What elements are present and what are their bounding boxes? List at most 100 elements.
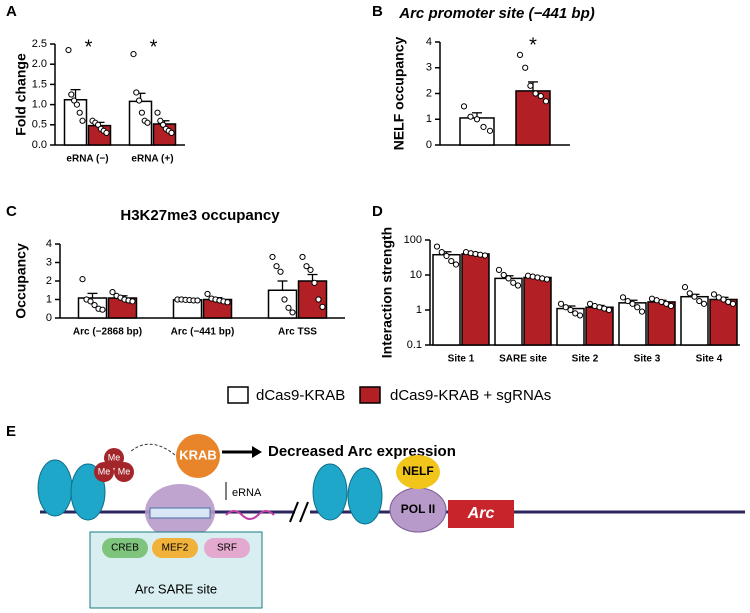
data-point <box>473 116 481 123</box>
data-point <box>634 304 641 311</box>
significance: * <box>85 36 93 58</box>
data-point <box>619 294 627 301</box>
data-point <box>168 129 175 136</box>
data-point <box>700 300 708 307</box>
data-point <box>510 279 517 286</box>
data-point <box>289 309 296 316</box>
data-point <box>537 92 544 100</box>
data-point <box>160 121 167 128</box>
data-point <box>433 243 441 250</box>
data-point <box>87 298 94 305</box>
data-point <box>299 253 306 261</box>
data-point <box>720 296 727 303</box>
x-tick-label: Site 3 <box>634 354 661 365</box>
chart-title: H3K27me3 occupancy <box>120 207 280 224</box>
factor: SRF <box>217 543 237 554</box>
y-tick-label: 1 <box>416 304 422 316</box>
diagram: Me Me Me KRAB Decreased Arc expression e… <box>37 434 745 609</box>
data-point <box>277 268 284 275</box>
krab-label: KRAB <box>179 447 217 462</box>
y-axis-label: NELF occupancy <box>391 37 407 151</box>
y-tick-label: 4 <box>46 238 52 250</box>
data-point <box>99 306 106 313</box>
data-point <box>79 276 86 283</box>
outcome-label: Decreased Arc expression <box>268 443 456 460</box>
chart-title: Arc promoter site (−441 bp) <box>398 5 594 22</box>
data-point <box>522 64 529 71</box>
y-axis-label: Occupancy <box>13 243 29 319</box>
x-tick-label: Arc TSS <box>278 327 317 338</box>
nelf-label: NELF <box>402 464 433 478</box>
data-point <box>691 293 698 300</box>
data-point <box>71 97 78 104</box>
y-axis-label: Interaction strength <box>379 227 395 358</box>
data-point <box>481 252 489 259</box>
data-point <box>79 117 86 124</box>
y-tick-label: 2 <box>426 87 432 99</box>
methyl: Me <box>118 466 131 476</box>
data-point <box>448 257 455 265</box>
data-point <box>311 279 318 286</box>
data-point <box>686 290 693 297</box>
data-point <box>557 300 565 307</box>
data-point <box>103 129 110 136</box>
data-point <box>514 282 522 289</box>
data-point <box>224 299 231 306</box>
x-tick-label: SARE site <box>499 354 547 365</box>
data-point <box>567 306 574 314</box>
panel-label: B <box>372 3 383 20</box>
bar <box>461 253 490 346</box>
data-point <box>452 261 460 268</box>
y-tick-label: 1 <box>46 293 52 305</box>
site-label: Arc SARE site <box>135 581 217 596</box>
data-point <box>605 306 613 314</box>
data-point <box>467 113 474 120</box>
y-tick-label: 2 <box>46 275 52 287</box>
data-point <box>76 109 83 116</box>
factor: CREB <box>111 543 139 554</box>
y-tick-label: 0.0 <box>32 139 47 151</box>
x-tick-label: Site 1 <box>448 354 475 365</box>
y-axis-label: Fold change <box>13 53 29 136</box>
data-point <box>138 109 145 116</box>
x-tick-label: Site 4 <box>696 354 723 365</box>
y-tick-label: 0 <box>426 139 432 151</box>
bar <box>709 298 738 346</box>
y-tick-label: 0.5 <box>32 119 47 131</box>
legend-swatch <box>359 386 381 404</box>
legend-label: dCas9-KRAB <box>256 387 345 404</box>
data-point <box>527 82 534 89</box>
data-point <box>495 266 503 273</box>
data-point <box>629 300 636 307</box>
data-point <box>696 297 703 305</box>
data-point <box>532 90 539 97</box>
data-point <box>273 263 280 270</box>
data-point <box>681 284 689 291</box>
data-point <box>624 297 631 305</box>
y-tick-label: 2.5 <box>32 38 47 50</box>
data-point <box>710 291 718 298</box>
data-point <box>543 276 551 283</box>
data-point <box>319 303 326 310</box>
data-point <box>307 266 314 273</box>
panel-label: A <box>6 3 17 20</box>
data-point <box>95 121 102 128</box>
legend-swatch <box>227 386 249 404</box>
data-point <box>154 109 161 116</box>
data-point <box>204 290 211 298</box>
data-point <box>281 296 288 303</box>
data-point <box>91 301 98 309</box>
methyl: Me <box>98 466 111 476</box>
y-tick-label: 100 <box>404 234 422 246</box>
gene-label: Arc <box>467 505 495 522</box>
data-point <box>130 51 137 58</box>
panel-label: C <box>6 203 17 220</box>
x-tick-label: eRNA (−) <box>66 154 108 165</box>
data-point <box>285 304 292 311</box>
bar <box>523 276 552 346</box>
data-point <box>144 119 151 126</box>
pol-label: POL II <box>401 502 435 516</box>
data-point <box>194 297 201 304</box>
data-point <box>460 103 468 110</box>
